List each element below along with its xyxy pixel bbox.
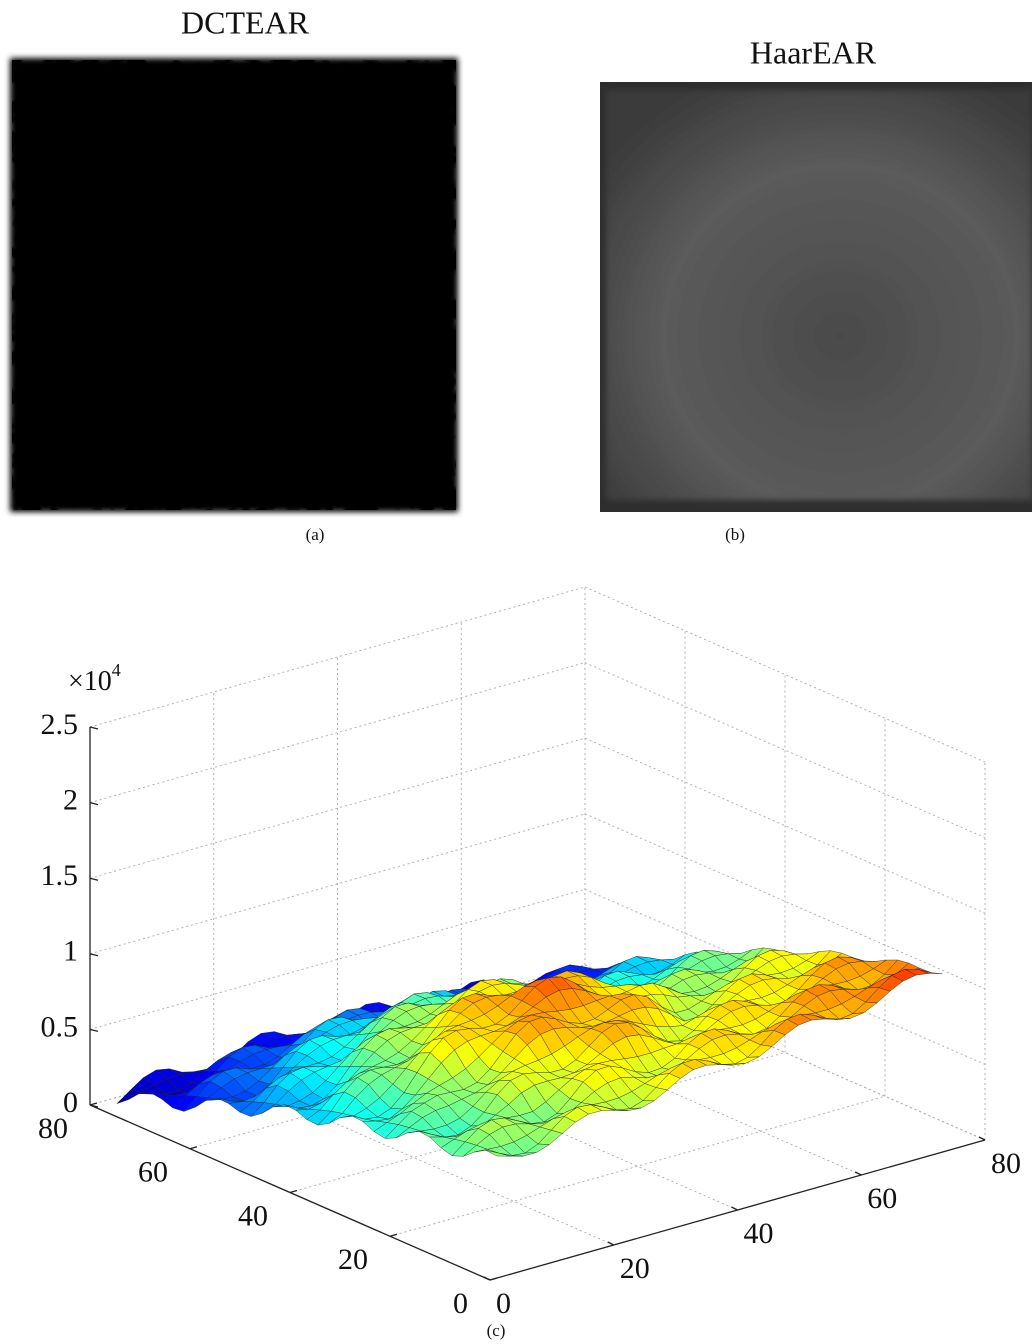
- panel-caption: (a): [306, 525, 325, 544]
- surface: [116, 947, 943, 1157]
- dctear-image: [10, 58, 458, 512]
- surface-patch: [116, 1090, 142, 1104]
- y-tick: [483, 1276, 491, 1281]
- z-tick-label: 1.5: [41, 859, 79, 892]
- z-tick: [89, 1028, 99, 1033]
- y-tick-label: 60: [867, 1182, 897, 1215]
- plot-caption: (c): [487, 1321, 506, 1340]
- x-tick-label: 60: [138, 1156, 168, 1189]
- z-tick-label: 1: [63, 935, 78, 968]
- x-tick: [489, 1277, 498, 1281]
- z-tick-label: 2.5: [41, 708, 79, 741]
- z-tick-label: 0.5: [41, 1010, 79, 1043]
- panel-caption: (b): [725, 525, 745, 544]
- z-tick: [89, 877, 99, 881]
- grid-line: [289, 1052, 786, 1193]
- panel-title: HaarEAR: [750, 34, 877, 70]
- y-tick: [731, 1206, 738, 1211]
- y-tick: [854, 1171, 862, 1176]
- x-tick: [289, 1189, 298, 1194]
- z-multiplier: ×104: [68, 660, 121, 697]
- grid-line: [89, 586, 586, 728]
- panel-title: DCTEAR: [181, 4, 310, 40]
- grid-line: [189, 1008, 686, 1150]
- y-tick-label: 20: [620, 1252, 650, 1285]
- x-tick-label: 40: [238, 1199, 268, 1232]
- z-tick: [89, 1104, 99, 1108]
- y-tick: [978, 1136, 986, 1141]
- z-tick-label: 0: [63, 1086, 78, 1119]
- grid-line: [89, 737, 586, 879]
- x-tick: [89, 1102, 98, 1106]
- y-tick-label: 0: [496, 1287, 511, 1320]
- x-tick-label: 80: [38, 1112, 68, 1145]
- y-tick-label: 40: [744, 1217, 774, 1250]
- grid-line: [89, 888, 586, 1030]
- x-tick: [389, 1233, 398, 1237]
- y-tick: [607, 1241, 615, 1246]
- y-tick-label: 80: [991, 1147, 1021, 1180]
- x-tick-label: 0: [453, 1287, 468, 1320]
- x-tick-label: 20: [338, 1243, 368, 1276]
- z-tick: [89, 953, 99, 957]
- surface-patch: [485, 1150, 511, 1157]
- z-tick: [89, 726, 99, 730]
- haarear-image: [600, 82, 1032, 512]
- z-tick-label: 2: [63, 783, 78, 816]
- grid-line: [389, 1095, 886, 1237]
- z-tick: [89, 801, 99, 806]
- x-tick: [189, 1146, 198, 1150]
- grid-line: [89, 813, 586, 955]
- grid-line: [89, 662, 586, 804]
